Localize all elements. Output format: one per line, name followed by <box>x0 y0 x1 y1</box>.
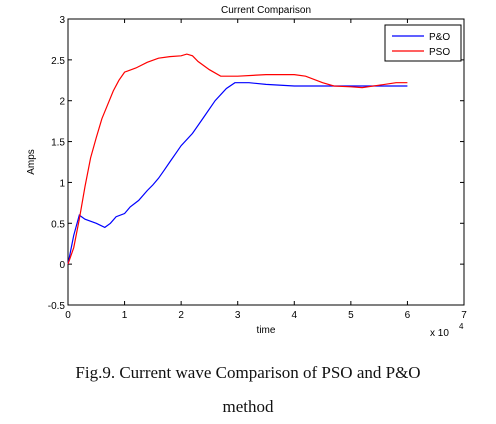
x-tick-label: 7 <box>461 310 467 321</box>
x-tick-label: 0 <box>65 310 71 321</box>
x-multiplier-label: x 10 <box>430 328 449 339</box>
figure-caption: Fig.9. Current wave Comparison of PSO an… <box>0 356 496 424</box>
x-tick-label: 1 <box>122 310 128 321</box>
x-axis-label: time <box>257 325 276 336</box>
y-tick-label: -0.5 <box>48 301 66 312</box>
y-tick-label: 1.5 <box>51 138 65 149</box>
x-ticks: 0 1 2 3 4 5 6 7 <box>65 19 467 321</box>
series-line-1 <box>67 53 408 265</box>
y-tick-label: 0.5 <box>51 219 65 230</box>
x-multiplier: x 10 4 <box>430 322 464 339</box>
legend-box <box>384 24 462 62</box>
y-tick-label: 3 <box>59 15 65 26</box>
x-tick-label: 3 <box>235 310 241 321</box>
chart-title: Current Comparison <box>221 5 311 16</box>
x-tick-label: 6 <box>405 310 411 321</box>
y-tick-label: 2.5 <box>51 56 65 67</box>
legend: P&O PSO <box>384 24 462 62</box>
series-lines <box>67 53 408 265</box>
plot-area <box>67 18 465 306</box>
y-tick-label: 1 <box>59 178 65 189</box>
x-tick-label: 2 <box>178 310 184 321</box>
caption-line-1: Fig.9. Current wave Comparison of PSO an… <box>75 363 421 382</box>
legend-label-1: PSO <box>429 47 450 58</box>
y-axis-label: Amps <box>26 149 37 175</box>
legend-label-0: P&O <box>429 32 450 43</box>
y-tick-label: 2 <box>59 97 65 108</box>
y-tick-label: 0 <box>59 260 65 271</box>
x-tick-label: 4 <box>292 310 298 321</box>
y-ticks: -0.5 0 0.5 1 1.5 2 2.5 3 <box>48 15 464 312</box>
series-line-0 <box>67 82 408 265</box>
x-tick-label: 5 <box>348 310 354 321</box>
x-multiplier-exponent: 4 <box>459 322 464 331</box>
caption-line-2: method <box>222 397 274 416</box>
